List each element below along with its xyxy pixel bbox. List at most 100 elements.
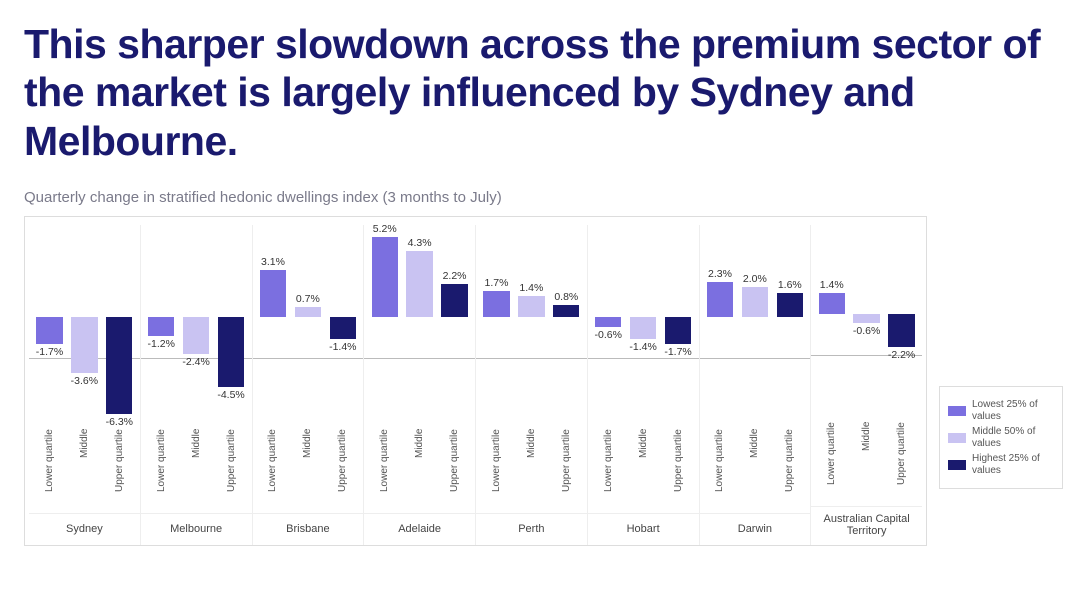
legend: Lowest 25% of values Middle 50% of values… [939, 386, 1063, 489]
bar-col: -1.7% Upper quartile [662, 225, 695, 513]
bar-col: 5.2% Lower quartile [368, 225, 401, 513]
bar-value-label: 0.8% [554, 291, 578, 303]
bar-col: 2.2%Upper quartile [438, 225, 471, 513]
bar-col: 1.4%Lower quartile [815, 225, 848, 506]
tier-label: Middle [191, 429, 202, 513]
legend-label: Highest 25% of values [972, 453, 1054, 476]
city-label: Darwin [700, 513, 811, 545]
bars-row: 2.3%Lower quartile 2.0% Middle 1.6% Upper qu… [700, 225, 811, 513]
bar-value-label: 2.2% [443, 270, 467, 282]
bar-value-label: 1.4% [519, 282, 543, 294]
legend-label: Lowest 25% of values [972, 399, 1054, 422]
bars-row: 1.4%Lower quartile -0.6% Middle -2.2%Upper … [811, 225, 922, 506]
bar [707, 282, 733, 317]
tier-label: Middle [861, 422, 872, 506]
bar-value-label: -0.6% [594, 329, 621, 341]
plot-area: -1.7%Lower quartile-3.6%Middle-6.3%Upper… [29, 225, 922, 545]
bar-zone: 5.2% [368, 225, 401, 425]
bar-col: 1.4% Middle [515, 225, 548, 513]
bar-zone: 0.7% [291, 225, 324, 425]
bar-col: -4.5%Upper quartile [215, 225, 248, 513]
bar-value-label: -0.6% [853, 325, 880, 337]
bar [819, 293, 845, 314]
city-group: 1.7%Lower quartile1.4%Middle0.8%Upper qu… [475, 225, 587, 545]
bar [183, 317, 209, 354]
city-label: Melbourne [141, 513, 252, 545]
bar-value-label: -3.6% [71, 375, 98, 387]
city-group: -0.6%Lower quartile-1.4%Middle-1.7%Upper… [587, 225, 699, 545]
tier-label: Middle [749, 429, 760, 513]
bar-col: -1.4%Upper quartile [326, 225, 359, 513]
bars-row: 1.7%Lower quartile1.4%Middle0.8%Upper qu… [476, 225, 587, 513]
bars-row: -1.7%Lower quartile -3.6% Middle -6.3% Upper… [29, 225, 140, 513]
bar-zone: -3.6% [68, 225, 101, 425]
tier-label: Lower quartile [379, 429, 390, 513]
bar-col: 0.7% Middle [291, 225, 324, 513]
bar-col: -2.2%Upper quartile [885, 225, 918, 506]
bar [742, 287, 768, 318]
bar-value-label: -1.7% [36, 346, 63, 358]
city-label: Hobart [588, 513, 699, 545]
bar-zone: 1.4% [815, 225, 848, 418]
chart-box: -1.7%Lower quartile-3.6%Middle-6.3%Upper… [24, 216, 927, 546]
bar-value-label: -2.4% [182, 356, 209, 368]
bar-col: 0.8%Upper quartile [550, 225, 583, 513]
chart-wrap: -1.7%Lower quartile-3.6%Middle-6.3%Upper… [24, 216, 1063, 546]
tier-label: Upper quartile [784, 429, 795, 513]
city-group: 3.1%Lower quartile0.7%Middle-1.4%Upper q… [252, 225, 364, 545]
bar-zone: -1.7% [33, 225, 66, 425]
bar-value-label: -1.2% [147, 338, 174, 350]
bar [36, 317, 62, 343]
city-label: Sydney [29, 513, 140, 545]
bar [330, 317, 356, 339]
bar-zone: 4.3% [403, 225, 436, 425]
tier-label: Upper quartile [673, 429, 684, 513]
bar [595, 317, 621, 326]
bar-zone: -0.6% [592, 225, 625, 425]
bar-value-label: 2.0% [743, 273, 767, 285]
tier-label: Middle [79, 429, 90, 513]
bar-zone: 1.7% [480, 225, 513, 425]
tier-label: Lower quartile [267, 429, 278, 513]
bar [148, 317, 174, 335]
bar [71, 317, 97, 372]
bar-zone: -2.2% [885, 225, 918, 418]
bar [260, 270, 286, 318]
bar-value-label: -1.4% [329, 341, 356, 353]
bar [441, 284, 467, 318]
bar-col: -1.7%Lower quartile [33, 225, 66, 513]
bar-col: -6.3% Upper quartile [103, 225, 136, 513]
bar [888, 314, 914, 347]
legend-label: Middle 50% of values [972, 426, 1054, 449]
tier-label: Lower quartile [156, 429, 167, 513]
bar-zone: -1.7% [662, 225, 695, 425]
bars-row: 3.1%Lower quartile0.7%Middle-1.4%Upper q… [253, 225, 364, 513]
legend-row: Middle 50% of values [948, 426, 1054, 449]
city-group: 1.4%Lower quartile -0.6% Middle -2.2%Upper … [810, 225, 922, 545]
tier-label: Lower quartile [714, 429, 725, 513]
city-group: -1.2% Lower quartile -2.4% Middle -4.5%Upper… [140, 225, 252, 545]
headline: This sharper slowdown across the premium… [24, 20, 1063, 165]
bar [406, 251, 432, 317]
bar-value-label: 1.7% [484, 277, 508, 289]
bar-zone: -0.6% [850, 225, 883, 418]
bar-zone: 2.2% [438, 225, 471, 425]
bar-zone: 1.4% [515, 225, 548, 425]
bar-col: 2.0% Middle [738, 225, 771, 513]
tier-label: Upper quartile [114, 429, 125, 513]
legend-row: Lowest 25% of values [948, 399, 1054, 422]
tier-label: Lower quartile [603, 429, 614, 513]
tier-label: Middle [302, 429, 313, 513]
tier-label: Middle [526, 429, 537, 513]
bar [665, 317, 691, 343]
bar-value-label: 1.6% [778, 279, 802, 291]
city-label: Australian Capital Territory [811, 506, 922, 545]
bar-zone: -2.4% [180, 225, 213, 425]
chart-subtitle: Quarterly change in stratified hedonic d… [24, 189, 1063, 206]
city-group: -1.7%Lower quartile -3.6% Middle -6.3% Upper… [29, 225, 140, 545]
bar-value-label: 0.7% [296, 293, 320, 305]
bar-zone: -6.3% [103, 225, 136, 425]
city-group: 2.3%Lower quartile 2.0% Middle 1.6% Upper qu… [699, 225, 811, 545]
legend-swatch [948, 406, 966, 416]
bar-col: 2.3%Lower quartile [704, 225, 737, 513]
